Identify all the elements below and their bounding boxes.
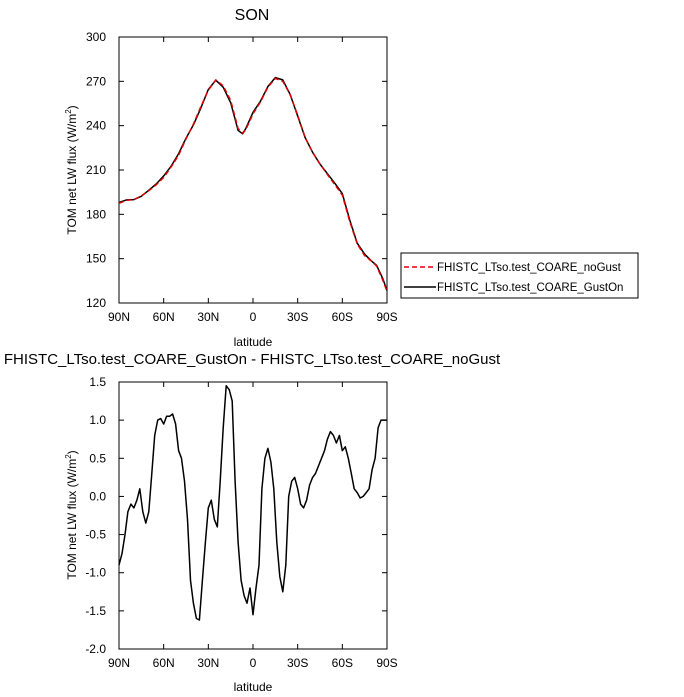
series-line-0	[118, 385, 387, 621]
y-tick-label: 240	[86, 119, 106, 133]
y-tick-label: -2.0	[85, 642, 106, 656]
top-chart-frame	[118, 36, 388, 304]
y-tick-label: 180	[86, 207, 106, 221]
x-tick-label: 60N	[153, 310, 175, 324]
y-tick-label: 210	[86, 163, 106, 177]
y-tick-label: 150	[86, 252, 106, 266]
top-chart-xlabel: latitude	[234, 335, 273, 349]
x-tick-label: 30N	[197, 656, 219, 670]
top-chart-lines	[118, 76, 388, 292]
y-tick-label: 0.5	[89, 451, 106, 465]
x-tick-label: 90N	[108, 310, 130, 324]
top-chart-panel: SON 90N 60N 30N 0 30S 60S 90S 120 150 180 210 240 27…	[64, 7, 639, 349]
bottom-chart-ylabel-main: TOM net LW flux (W/m	[65, 459, 79, 580]
x-tick-label: 30S	[287, 656, 308, 670]
top-chart-ylabel: TOM net LW flux (W/m2)	[64, 105, 79, 234]
x-tick-label: 60N	[153, 656, 175, 670]
top-chart-axes: 90N 60N 30N 0 30S 60S 90S 120 150 180 210 240 270 300	[86, 30, 398, 324]
x-tick-label: 30S	[287, 310, 308, 324]
top-chart-legend: FHISTC_LTso.test_COARE_noGust FHISTC_LTs…	[400, 252, 639, 299]
x-tick-label: 0	[250, 656, 257, 670]
bottom-chart-panel: FHISTC_LTso.test_COARE_GustOn - FHISTC_L…	[4, 351, 501, 694]
x-tick-label: 0	[250, 310, 257, 324]
y-tick-label: 300	[86, 30, 106, 44]
top-chart-ylabel-sup: 2	[64, 109, 73, 114]
x-tick-label: 60S	[332, 310, 353, 324]
bottom-chart-ylabel-close: )	[65, 450, 79, 454]
bottom-chart-title: FHISTC_LTso.test_COARE_GustOn - FHISTC_L…	[4, 351, 501, 368]
x-tick-label: 30N	[197, 310, 219, 324]
y-tick-label: -1.0	[85, 566, 106, 580]
legend-label-noGust: FHISTC_LTso.test_COARE_noGust	[437, 262, 622, 274]
x-tick-label: 90N	[108, 656, 130, 670]
y-tick-label: -0.5	[85, 528, 106, 542]
series-line-0	[118, 77, 388, 292]
bottom-chart-ylabel-sup: 2	[64, 454, 73, 459]
legend-label-GustOn: FHISTC_LTso.test_COARE_GustOn	[437, 282, 623, 294]
x-tick-label: 60S	[332, 656, 353, 670]
x-tick-label: 90S	[376, 310, 397, 324]
bottom-chart-ylabel: TOM net LW flux (W/m2)	[64, 450, 79, 579]
top-chart-ylabel-main: TOM net LW flux (W/m	[65, 114, 79, 235]
x-tick-label: 90S	[376, 656, 397, 670]
top-chart-ylabel-close: )	[65, 105, 79, 109]
y-tick-label: 1.0	[89, 413, 106, 427]
bottom-chart-axes: 90N 60N 30N 0 30S 60S 90S -2.0 -1.5 -1.0 -0.5 0.0 0.…	[85, 375, 397, 670]
legend-box	[400, 252, 639, 299]
series-line-1	[118, 76, 388, 291]
y-tick-label: 120	[86, 296, 106, 310]
y-tick-label: 1.5	[89, 375, 106, 389]
y-tick-label: 270	[86, 74, 106, 88]
y-tick-label: 0.0	[89, 489, 106, 503]
bottom-chart-xlabel: latitude	[234, 680, 273, 694]
top-chart-title: SON	[235, 7, 270, 24]
bottom-chart-lines	[118, 385, 387, 621]
y-tick-label: -1.5	[85, 604, 106, 618]
